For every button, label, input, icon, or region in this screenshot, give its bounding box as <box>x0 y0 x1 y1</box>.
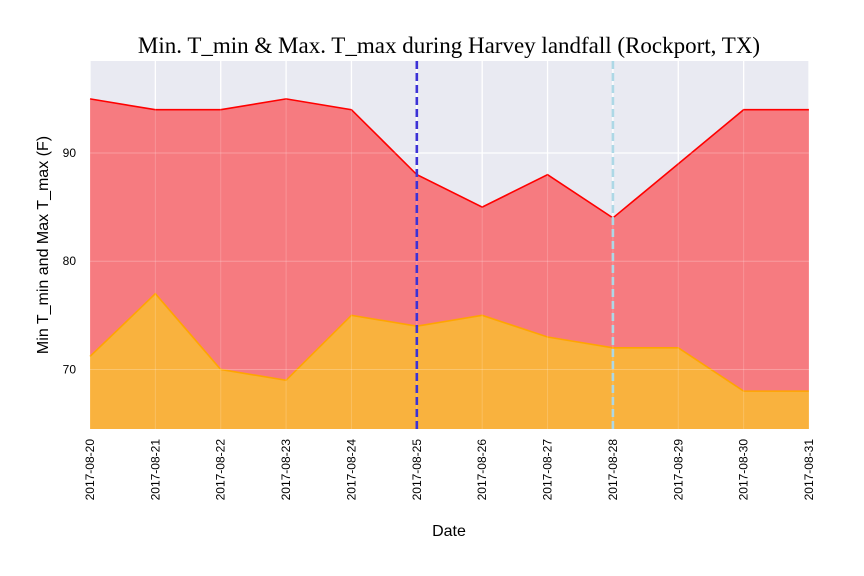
y-tick-labels: 70 80 90 <box>63 146 77 376</box>
y-axis-label: Min T_min and Max T_max (F) <box>35 136 52 354</box>
x-tick-label: 2017-08-26 <box>475 439 489 501</box>
x-axis-label: Date <box>432 523 466 540</box>
x-tick-label: 2017-08-21 <box>148 439 162 501</box>
x-tick-label: 2017-08-27 <box>541 439 555 501</box>
x-tick-label: 2017-08-22 <box>214 439 228 501</box>
area-series-1 <box>90 98 809 429</box>
x-tick-label: 2017-08-23 <box>279 439 293 501</box>
x-tick-label: 2017-08-25 <box>410 439 424 501</box>
x-tick-label: 2017-08-28 <box>606 439 620 501</box>
reference-lines <box>415 61 615 429</box>
x-tick-labels: 2017-08-20 2017-08-21 2017-08-22 2017-08-23… <box>83 439 816 501</box>
x-tick-label: 2017-08-31 <box>802 439 816 501</box>
chart-title: Min. T_min & Max. T_max during Harvey la… <box>138 33 760 58</box>
area-series-2 <box>90 293 809 429</box>
areas <box>89 61 810 429</box>
y-tick-label: 70 <box>63 362 77 376</box>
x-tick-label: 2017-08-20 <box>83 439 97 501</box>
line-series-2 <box>89 292 809 392</box>
y-tick-label: 90 <box>63 146 77 160</box>
x-tick-label: 2017-08-30 <box>737 439 751 501</box>
line-series-1 <box>89 98 809 219</box>
x-tick-label: 2017-08-29 <box>671 439 685 501</box>
x-tick-label: 2017-08-24 <box>344 439 358 501</box>
y-tick-label: 80 <box>63 254 77 268</box>
